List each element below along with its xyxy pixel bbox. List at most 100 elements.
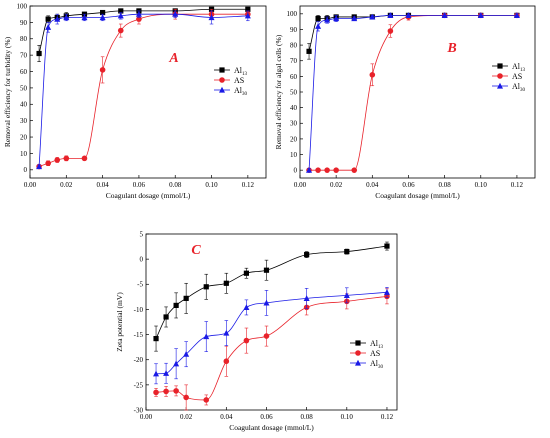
data-point	[153, 335, 159, 342]
y-tick-label: 70	[290, 57, 298, 65]
series-line	[308, 14, 517, 171]
data-point	[45, 160, 51, 167]
chart-panel-a: 0.00 0.02 0.04 0.06 0.08 0.10 0.12 0 10 20 30 40 50 6…	[3, 2, 267, 200]
data-point	[315, 167, 321, 173]
y-tick-label: -20	[134, 356, 144, 364]
series-as: AS	[306, 12, 522, 173]
data-point	[263, 299, 270, 306]
x-tick-label: 0.12	[511, 181, 524, 189]
x-tick-label: 0.06	[260, 413, 273, 421]
series-al13: Al13	[306, 12, 526, 73]
y-tick-label: 60	[290, 73, 298, 81]
data-point	[100, 9, 106, 16]
data-point	[163, 388, 169, 395]
x-tick-label: 0.00	[24, 181, 37, 189]
y-tick-label: 5	[140, 230, 144, 238]
data-point	[351, 167, 358, 173]
y-tick-label: 40	[290, 104, 298, 112]
data-point	[163, 314, 169, 320]
data-point	[99, 14, 106, 21]
data-point	[383, 289, 390, 295]
y-tick-label: 100	[287, 10, 298, 18]
plot-frame	[145, 233, 398, 411]
legend-name: Al	[512, 62, 521, 71]
chart-panel-c: 0.00 0.02 0.04 0.06 0.08 0.10 0.12 -30 -25 -20 -15…	[115, 230, 398, 432]
x-tick-label: 0.04	[220, 413, 233, 421]
data-point	[243, 270, 249, 276]
data-point	[441, 12, 448, 18]
data-point	[36, 163, 43, 170]
legend-label: Al30	[234, 86, 248, 97]
x-tick-label: 0.04	[366, 181, 379, 189]
data-point	[81, 14, 88, 21]
legend-label: Al30	[370, 359, 384, 370]
data-point	[63, 14, 70, 21]
y-tick-label: 70	[20, 52, 28, 60]
data-point	[315, 23, 322, 29]
y-tick-label: 50	[20, 84, 28, 92]
y-tick-label: 90	[20, 19, 28, 27]
x-tick-label: 0.12	[381, 413, 394, 421]
legend-name: AS	[512, 72, 522, 81]
legend-subscript: 13	[520, 68, 526, 73]
x-tick-label: 0.02	[60, 181, 73, 189]
data-point	[243, 304, 250, 311]
series-line	[38, 8, 248, 54]
series-line	[309, 14, 517, 171]
data-point	[208, 14, 215, 21]
legend-label: Al13	[370, 339, 384, 350]
legend-marker	[497, 82, 503, 89]
data-point	[183, 295, 189, 301]
y-axis-label: Removal efficiency for turbidity (%)	[3, 36, 12, 147]
series-as: AS	[153, 288, 390, 411]
data-point	[351, 15, 358, 22]
series-line	[38, 13, 248, 167]
data-point	[163, 370, 170, 376]
legend-label: AS	[370, 349, 380, 358]
legend-subscript: 30	[242, 92, 248, 97]
legend-subscript: 30	[520, 88, 526, 93]
data-point	[324, 167, 330, 173]
legend-marker	[355, 359, 361, 366]
x-tick-label: 0.10	[341, 413, 354, 421]
data-point	[369, 72, 376, 78]
data-point	[343, 292, 350, 298]
data-point	[384, 243, 390, 249]
data-point	[405, 12, 412, 18]
data-point	[244, 12, 251, 19]
x-tick-label: 0.10	[475, 181, 488, 189]
y-tick-label: 10	[290, 151, 298, 159]
y-tick-label: 50	[290, 88, 298, 96]
series-al13: Al13	[153, 241, 390, 352]
x-tick-label: 0.02	[330, 181, 343, 189]
plot-frame	[29, 5, 267, 179]
data-point	[263, 267, 270, 273]
x-tick-label: 0.12	[242, 181, 255, 189]
x-tick-label: 0.04	[96, 181, 109, 189]
panel-letter: C	[191, 243, 201, 258]
legend-marker	[219, 86, 225, 93]
y-tick-label: 30	[290, 120, 298, 128]
legend-marker	[497, 63, 503, 69]
data-point	[203, 284, 209, 290]
legend-name: Al	[234, 86, 243, 95]
data-point	[477, 12, 484, 18]
data-point	[315, 15, 321, 22]
y-tick-label: -10	[134, 306, 144, 314]
data-point	[45, 24, 52, 30]
y-tick-label: 40	[20, 101, 28, 109]
legend-marker	[219, 67, 225, 73]
data-point	[306, 166, 313, 173]
chart-panel-b: 0.00 0.02 0.04 0.06 0.08 0.10 0.12 0 10 20 30 40 50 6…	[274, 5, 536, 200]
legend-marker	[219, 77, 225, 83]
data-point	[203, 397, 210, 403]
x-tick-label: 0.06	[133, 181, 146, 189]
y-tick-label: -15	[134, 331, 144, 339]
x-tick-label: 0.08	[438, 181, 451, 189]
y-tick-label: 10	[20, 150, 28, 158]
y-tick-label: -30	[134, 406, 144, 414]
data-point	[243, 337, 250, 344]
y-tick-label: -25	[134, 381, 144, 389]
data-point	[173, 388, 179, 394]
